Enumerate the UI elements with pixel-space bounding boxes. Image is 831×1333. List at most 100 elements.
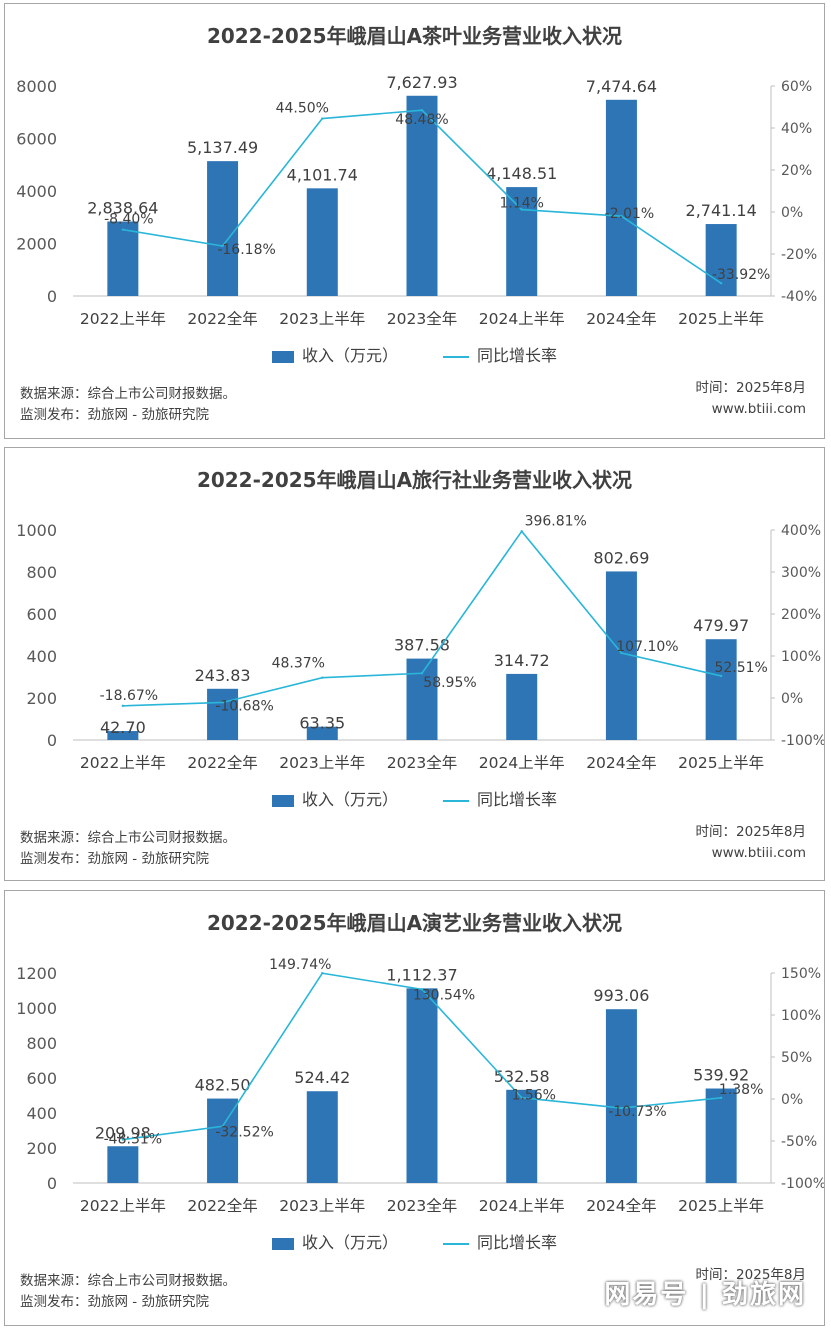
x-tick-label: 2023全年	[387, 1197, 457, 1215]
x-tick-label: 2023上半年	[279, 310, 365, 328]
x-tick-label: 2022上半年	[80, 1197, 166, 1215]
legend-line-swatch	[443, 355, 470, 358]
y2-tick-label: -100%	[781, 1176, 824, 1192]
bar	[207, 161, 239, 296]
line-data-label: -16.18%	[217, 242, 275, 258]
bar-data-label: 802.69	[593, 548, 649, 567]
bar	[506, 187, 538, 296]
footer-publisher: 监测发布：劲旅网 - 劲旅研究院	[20, 851, 209, 867]
y-tick-label: 800	[26, 563, 57, 582]
bar-data-label: 7,627.93	[386, 73, 457, 92]
footer-left: 数据来源：综合上市公司财报数据。 监测发布：劲旅网 - 劲旅研究院	[20, 828, 236, 870]
legend-line-label: 同比增长率	[477, 346, 558, 365]
watermark: 网易号 | 劲旅网	[604, 1280, 806, 1310]
y-tick-label: 0	[47, 731, 57, 750]
growth-rate-point	[420, 672, 424, 675]
bar-data-label: 63.35	[299, 714, 345, 733]
chart-legend: 收入（万元） 同比增长率	[5, 342, 824, 366]
y-tick-label: 600	[26, 1069, 57, 1088]
y-tick-label: 6000	[16, 130, 57, 149]
footer-source: 数据来源：综合上市公司财报数据。	[20, 1273, 236, 1289]
line-data-label: 1.56%	[511, 1088, 555, 1104]
bar-data-label: 993.06	[593, 986, 649, 1005]
line-data-label: 48.48%	[395, 112, 448, 128]
bar-data-label: 7,474.64	[586, 77, 657, 96]
growth-rate-point	[121, 704, 125, 708]
y-tick-label: 400	[26, 1104, 57, 1123]
bar	[107, 731, 139, 740]
chart-legend: 收入（万元） 同比增长率	[5, 1229, 824, 1253]
chart-tea-svg: 0 2000 4000 6000 8000 -40% -20% 0% 20% 40% 60% 2,83…	[16, 73, 817, 328]
chart-title: 2022-2025年峨眉山A茶叶业务营业收入状况	[206, 24, 623, 48]
growth-rate-point	[620, 215, 623, 218]
line-data-label: -8.40%	[104, 212, 154, 228]
growth-rate-point	[719, 674, 723, 678]
bar	[107, 221, 139, 296]
y2-tick-label: 0%	[781, 205, 803, 221]
footer-left: 数据来源：综合上市公司财报数据。 监测发布：劲旅网 - 劲旅研究院	[20, 384, 236, 426]
growth-rate-point	[520, 208, 523, 211]
y2-tick-label: 60%	[781, 79, 812, 95]
footer-site: www.btiii.com	[711, 401, 806, 417]
line-data-label: -18.67%	[100, 688, 158, 704]
bar-data-label: 479.97	[693, 616, 749, 635]
y2-tick-label: 100%	[781, 1008, 821, 1024]
x-tick-label: 2023全年	[387, 754, 457, 772]
y-tick-label: 1200	[16, 964, 57, 983]
legend-bar-swatch	[271, 1237, 294, 1250]
y-tick-label: 600	[26, 605, 57, 624]
y2-tick-label: 40%	[781, 121, 812, 137]
growth-rate-point	[420, 108, 424, 112]
growth-rate-point	[321, 972, 324, 975]
y2-tick-label: -20%	[781, 247, 817, 263]
bar	[605, 99, 637, 296]
y-tick-label: 1000	[16, 521, 57, 540]
x-tick-label: 2024全年	[586, 754, 656, 772]
legend-line-swatch	[443, 1242, 470, 1245]
legend-line-label: 同比增长率	[477, 1233, 558, 1252]
bar-data-label: 539.92	[693, 1066, 749, 1085]
y-tick-label: 0	[47, 1174, 57, 1193]
chart-title: 2022-2025年峨眉山A演艺业务营业收入状况	[206, 911, 623, 935]
line-data-label: 44.50%	[276, 101, 329, 117]
line-data-label: 1.38%	[719, 1082, 763, 1098]
bar-data-label: 4,148.51	[486, 164, 557, 183]
y-tick-label: 400	[26, 647, 57, 666]
bar	[705, 639, 737, 740]
growth-rate-point	[321, 117, 324, 120]
x-tick-label: 2025上半年	[678, 754, 764, 772]
bar-data-label: 2,741.14	[686, 201, 757, 220]
y2-tick-label: 400%	[781, 523, 821, 539]
growth-rate-point	[321, 676, 324, 679]
bar-data-label: 1,112.37	[386, 965, 457, 984]
growth-rate-point	[420, 988, 424, 991]
growth-rate-point	[719, 282, 723, 285]
x-tick-label: 2023全年	[387, 310, 457, 328]
bar	[506, 1089, 538, 1183]
bar	[306, 726, 338, 740]
line-data-label: -48.31%	[104, 1132, 162, 1148]
legend-line-swatch	[443, 799, 470, 802]
footer-time-only: 时间：2025年8月	[696, 1265, 806, 1286]
line-data-label: 130.54%	[413, 987, 475, 1003]
bar-data-label: 4,101.74	[287, 165, 358, 184]
chart-panel-travel: 0 200 400 600 800 1000 -100% 0% 100% 200% 300% 400%…	[4, 447, 825, 881]
x-tick-label: 2022全年	[187, 310, 257, 328]
growth-rate-point	[719, 1096, 723, 1100]
y2-tick-label: 150%	[781, 966, 821, 982]
bar	[406, 658, 438, 740]
y2-tick-label: -50%	[781, 1134, 817, 1150]
growth-rate-point	[520, 1096, 523, 1099]
y-tick-label: 2000	[16, 235, 57, 254]
growth-rate-point	[121, 1138, 125, 1141]
y2-tick-label: 0%	[781, 1092, 803, 1108]
line-data-label: 52.51%	[714, 660, 767, 676]
x-tick-label: 2024上半年	[479, 1197, 565, 1215]
line-data-label: -33.92%	[712, 267, 770, 283]
footer-publisher: 监测发布：劲旅网 - 劲旅研究院	[20, 1294, 209, 1310]
chart-panel-performance: 0 200 400 600 800 1000 1200 -100% -50% 0% 50% 100% 1…	[4, 890, 825, 1326]
line-data-label: -10.73%	[608, 1104, 666, 1120]
growth-rate-point	[520, 530, 523, 533]
line-data-label: -32.52%	[215, 1124, 273, 1140]
bar-data-label: 42.70	[100, 718, 146, 737]
